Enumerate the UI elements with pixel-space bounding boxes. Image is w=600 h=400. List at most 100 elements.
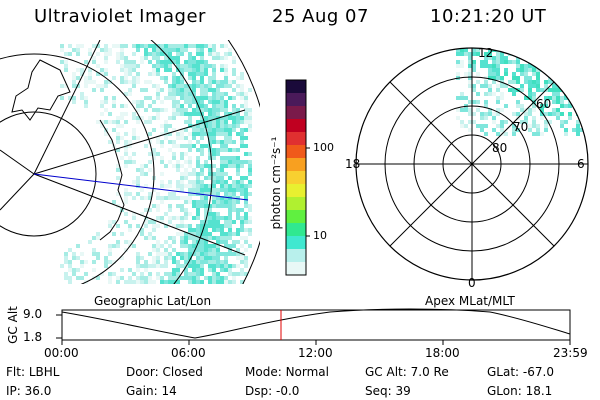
emission-pixel <box>212 72 216 76</box>
emission-pixel <box>188 96 192 100</box>
emission-pixel <box>192 204 196 208</box>
emission-pixel <box>140 56 144 60</box>
emission-pixel <box>524 56 528 60</box>
emission-pixel <box>144 236 148 240</box>
emission-pixel <box>168 52 172 56</box>
emission-pixel <box>112 232 116 236</box>
emission-pixel <box>248 164 252 168</box>
emission-pixel <box>180 236 184 240</box>
emission-pixel <box>124 56 128 60</box>
emission-pixel <box>228 132 232 136</box>
emission-pixel <box>504 72 508 76</box>
emission-pixel <box>64 68 68 72</box>
emission-pixel <box>124 152 128 156</box>
emission-pixel <box>164 260 168 264</box>
emission-pixel <box>188 148 192 152</box>
emission-pixel <box>168 236 172 240</box>
emission-pixel <box>232 80 236 84</box>
emission-pixel <box>96 72 100 76</box>
emission-pixel <box>136 72 140 76</box>
emission-pixel <box>224 252 228 256</box>
emission-pixel <box>156 216 160 220</box>
emission-pixel <box>164 256 168 260</box>
emission-pixel <box>520 120 524 124</box>
emission-pixel <box>192 84 196 88</box>
emission-pixel <box>128 156 132 160</box>
emission-pixel <box>132 244 136 248</box>
emission-pixel <box>140 100 144 104</box>
emission-pixel <box>220 236 224 240</box>
emission-pixel <box>232 140 236 144</box>
emission-pixel <box>216 112 220 116</box>
emission-pixel <box>212 100 216 104</box>
emission-pixel <box>144 260 148 264</box>
emission-pixel <box>192 240 196 244</box>
emission-pixel <box>580 88 584 92</box>
emission-pixel <box>148 220 152 224</box>
emission-pixel <box>104 84 108 88</box>
emission-pixel <box>236 208 240 212</box>
emission-pixel <box>584 112 588 116</box>
emission-pixel <box>236 256 240 260</box>
emission-pixel <box>180 96 184 100</box>
emission-pixel <box>96 252 100 256</box>
emission-pixel <box>148 60 152 64</box>
emission-pixel <box>472 88 476 92</box>
emission-pixel <box>216 88 220 92</box>
emission-pixel <box>212 108 216 112</box>
emission-pixel <box>228 244 232 248</box>
emission-pixel <box>80 92 84 96</box>
emission-pixel <box>176 80 180 84</box>
emission-pixel <box>84 260 88 264</box>
emission-pixel <box>556 92 560 96</box>
emission-pixel <box>144 208 148 212</box>
emission-pixel <box>116 176 120 180</box>
emission-pixel <box>248 204 252 208</box>
emission-pixel <box>568 52 572 56</box>
emission-pixel <box>192 268 196 272</box>
emission-pixel <box>88 240 92 244</box>
emission-pixel <box>244 272 248 276</box>
emission-pixel <box>576 56 580 60</box>
emission-pixel <box>152 84 156 88</box>
emission-pixel <box>220 68 224 72</box>
emission-pixel <box>524 52 528 56</box>
emission-pixel <box>216 228 220 232</box>
emission-pixel <box>184 176 188 180</box>
emission-pixel <box>456 48 460 52</box>
emission-pixel <box>204 44 208 48</box>
emission-pixel <box>148 232 152 236</box>
emission-pixel <box>216 204 220 208</box>
emission-pixel <box>480 84 484 88</box>
emission-pixel <box>152 72 156 76</box>
emission-pixel <box>140 60 144 64</box>
emission-pixel <box>212 196 216 200</box>
emission-pixel <box>120 44 124 48</box>
emission-pixel <box>124 80 128 84</box>
emission-pixel <box>140 196 144 200</box>
emission-pixel <box>164 184 168 188</box>
emission-pixel <box>548 52 552 56</box>
emission-pixel <box>92 268 96 272</box>
emission-pixel <box>560 124 564 128</box>
emission-pixel <box>568 60 572 64</box>
emission-pixel <box>244 264 248 268</box>
emission-pixel <box>184 144 188 148</box>
emission-pixel <box>100 272 104 276</box>
emission-pixel <box>168 252 172 256</box>
emission-pixel <box>124 164 128 168</box>
emission-pixel <box>160 180 164 184</box>
emission-pixel <box>212 124 216 128</box>
emission-pixel <box>212 280 216 284</box>
emission-pixel <box>188 104 192 108</box>
emission-pixel <box>140 212 144 216</box>
emission-pixel <box>164 64 168 68</box>
emission-pixel <box>92 248 96 252</box>
emission-pixel <box>180 216 184 220</box>
emission-pixel <box>568 68 572 72</box>
emission-pixel <box>512 128 516 132</box>
emission-pixel <box>116 192 120 196</box>
emission-pixel <box>232 200 236 204</box>
mlt-label-18: 18 <box>345 157 361 171</box>
emission-pixel <box>220 64 224 68</box>
